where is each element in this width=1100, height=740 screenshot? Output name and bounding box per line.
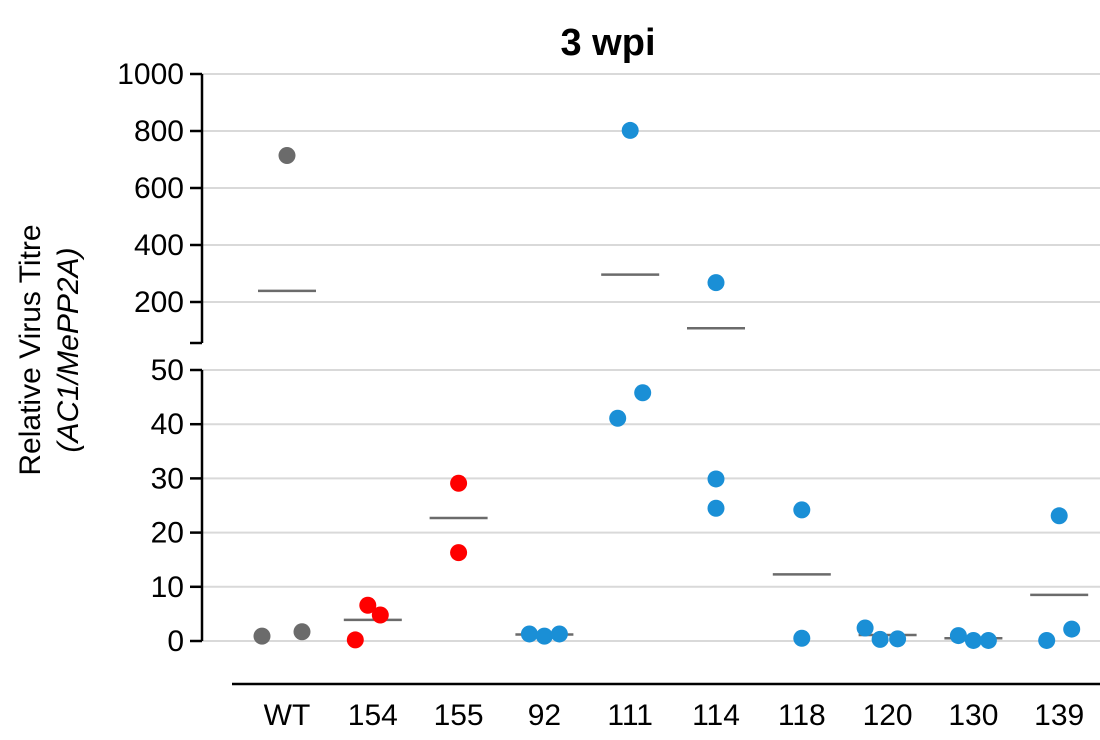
data-point bbox=[634, 384, 652, 402]
chart-title: 3 wpi bbox=[560, 22, 655, 64]
data-point bbox=[450, 544, 468, 562]
data-point bbox=[278, 147, 296, 165]
x-tick-label: 118 bbox=[778, 699, 826, 732]
data-point bbox=[1063, 620, 1081, 638]
y-axis-label-group: Relative Virus Titre (AC1/MePP2A) bbox=[14, 224, 85, 475]
data-point bbox=[609, 409, 627, 427]
x-tick-label: 114 bbox=[692, 699, 740, 732]
y-tick-label: 20 bbox=[151, 517, 184, 550]
data-point bbox=[889, 630, 907, 648]
y-axis-label: Relative Virus Titre bbox=[14, 224, 47, 475]
x-tick-label: 92 bbox=[528, 699, 561, 732]
y-tick-label: 800 bbox=[134, 115, 184, 148]
data-point bbox=[979, 631, 997, 649]
y-tick-label: 50 bbox=[151, 354, 184, 387]
data-point bbox=[793, 501, 811, 519]
data-point bbox=[856, 619, 874, 637]
data-points bbox=[253, 121, 1081, 649]
data-point bbox=[520, 625, 538, 643]
data-point bbox=[707, 499, 725, 517]
y-tick-label: 10 bbox=[151, 571, 184, 604]
mean-lines bbox=[258, 273, 1089, 640]
data-point bbox=[949, 627, 967, 645]
y-tick-label: 1000 bbox=[117, 58, 184, 91]
y-tick-label: 40 bbox=[151, 408, 184, 441]
x-tick-label: 154 bbox=[348, 699, 398, 732]
x-tick-label: 111 bbox=[607, 699, 653, 732]
data-point bbox=[793, 629, 811, 647]
data-point bbox=[621, 121, 639, 139]
data-point bbox=[707, 274, 725, 292]
data-point bbox=[964, 631, 982, 649]
data-point bbox=[550, 625, 568, 643]
y-axis-label-sub: (AC1/MePP2A) bbox=[52, 247, 85, 452]
y-tick-label: 400 bbox=[134, 229, 184, 262]
data-point bbox=[1050, 507, 1068, 525]
data-point bbox=[253, 627, 271, 645]
y-tick-label: 0 bbox=[167, 625, 184, 658]
y-tick-label: 30 bbox=[151, 462, 184, 495]
data-point bbox=[359, 596, 377, 614]
data-point bbox=[293, 623, 311, 641]
y-tick-label: 600 bbox=[134, 172, 184, 205]
data-point bbox=[346, 631, 364, 649]
x-tick-label: 120 bbox=[863, 699, 913, 732]
x-tick-label: 139 bbox=[1034, 699, 1084, 732]
x-tick-label: WT bbox=[264, 699, 311, 732]
data-point bbox=[450, 474, 468, 492]
x-tick-label: 155 bbox=[434, 699, 484, 732]
data-point bbox=[371, 606, 389, 624]
x-tick-label: 130 bbox=[948, 699, 998, 732]
data-point bbox=[707, 470, 725, 488]
data-point bbox=[871, 630, 889, 648]
grid-lines bbox=[202, 73, 1100, 642]
data-point bbox=[1038, 631, 1056, 649]
axes: 1000 800 600 400 200 50 40 30 20 10 0 WT 154 155 92 111… bbox=[117, 58, 1100, 732]
y-tick-label: 200 bbox=[134, 286, 184, 319]
data-point bbox=[535, 627, 553, 645]
